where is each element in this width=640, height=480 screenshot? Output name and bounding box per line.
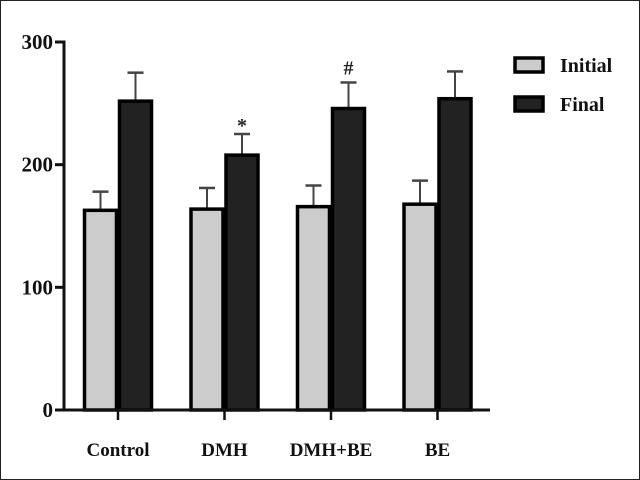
bar-initial: [82, 208, 119, 412]
legend-label-final: Final: [560, 94, 605, 116]
legend-swatch-final: [513, 95, 545, 113]
bar-group-dmh: [189, 132, 260, 412]
y-tick-label: 300: [22, 30, 54, 54]
legend-label-initial: Initial: [560, 55, 613, 77]
bar-initial: [295, 204, 332, 412]
y-axis: 0 100 200 300: [22, 30, 66, 422]
x-tick-label: DMH+BE: [290, 440, 373, 461]
significance-marker: #: [344, 57, 354, 79]
x-tick-label: DMH: [201, 440, 248, 461]
bar-group-be: [402, 70, 473, 412]
bar-final: [224, 153, 260, 412]
bar-group-dmh-be: [295, 81, 367, 412]
bars: *#: [82, 57, 473, 412]
x-tick-label: Control: [87, 440, 150, 461]
significance-marker: *: [237, 115, 247, 137]
legend-swatch-initial: [513, 56, 545, 74]
bar-final: [330, 106, 367, 412]
x-axis: Control DMH DMH+BE BE: [55, 408, 490, 461]
x-tick-label: BE: [425, 440, 450, 461]
legend: Initial Final: [513, 55, 613, 116]
bar-final: [117, 99, 154, 412]
bar-final: [437, 96, 473, 412]
y-tick-label: 200: [22, 153, 54, 177]
bar-group-control: [82, 71, 154, 412]
bar-initial: [402, 202, 438, 412]
y-tick-label: 100: [22, 275, 54, 299]
bar-initial: [189, 207, 225, 412]
y-tick-label: 0: [43, 398, 54, 422]
